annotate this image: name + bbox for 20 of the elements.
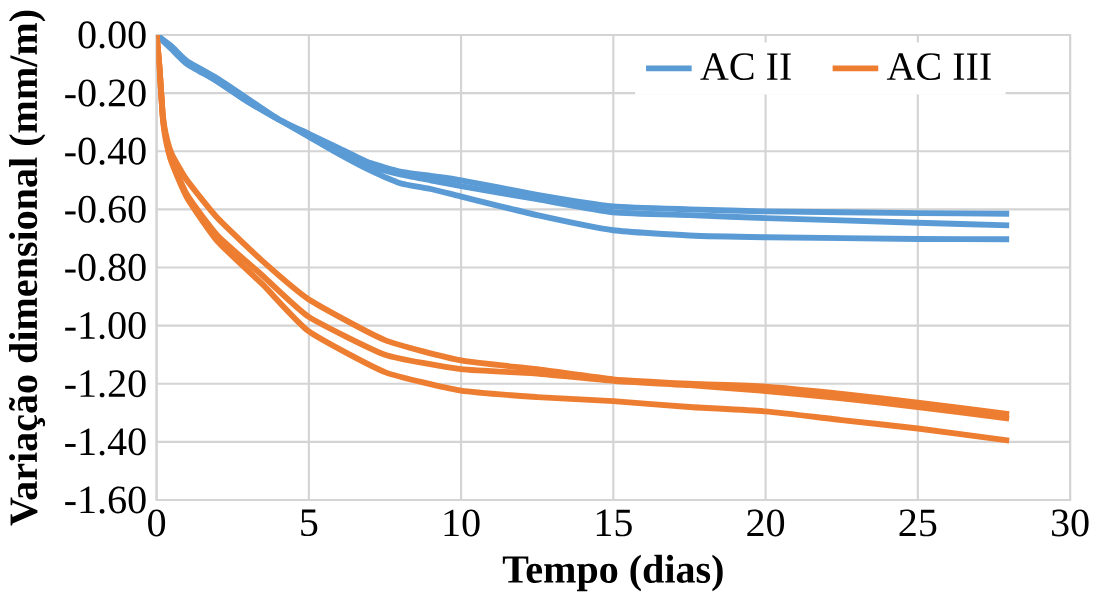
x-axis-title: Tempo (dias): [502, 554, 723, 592]
x-tick-label: 0: [148, 509, 166, 537]
y-tick-label: -1.20: [65, 370, 146, 398]
y-tick-label: -0.20: [65, 79, 146, 107]
x-tick-label: 20: [747, 509, 785, 537]
x-tick-label: 30: [1051, 509, 1089, 537]
y-axis-title: Variação dimensional (mm/m): [8, 10, 46, 526]
y-tick-label: 0.00: [78, 21, 146, 49]
legend-label: AC II: [700, 53, 791, 81]
legend-label: AC III: [886, 53, 991, 81]
x-tick-label: 15: [596, 509, 632, 537]
y-tick-label: -1.60: [65, 486, 146, 514]
y-tick-label: -1.40: [65, 428, 146, 456]
x-tick-label: 10: [444, 509, 480, 537]
x-tick-label: 25: [899, 509, 937, 537]
y-tick-label: -0.80: [65, 253, 146, 282]
y-tick-label: -0.40: [65, 137, 146, 165]
y-tick-label: -0.60: [65, 195, 146, 223]
x-tick-label: 5: [301, 509, 318, 537]
y-tick-label: -1.00: [65, 311, 146, 340]
